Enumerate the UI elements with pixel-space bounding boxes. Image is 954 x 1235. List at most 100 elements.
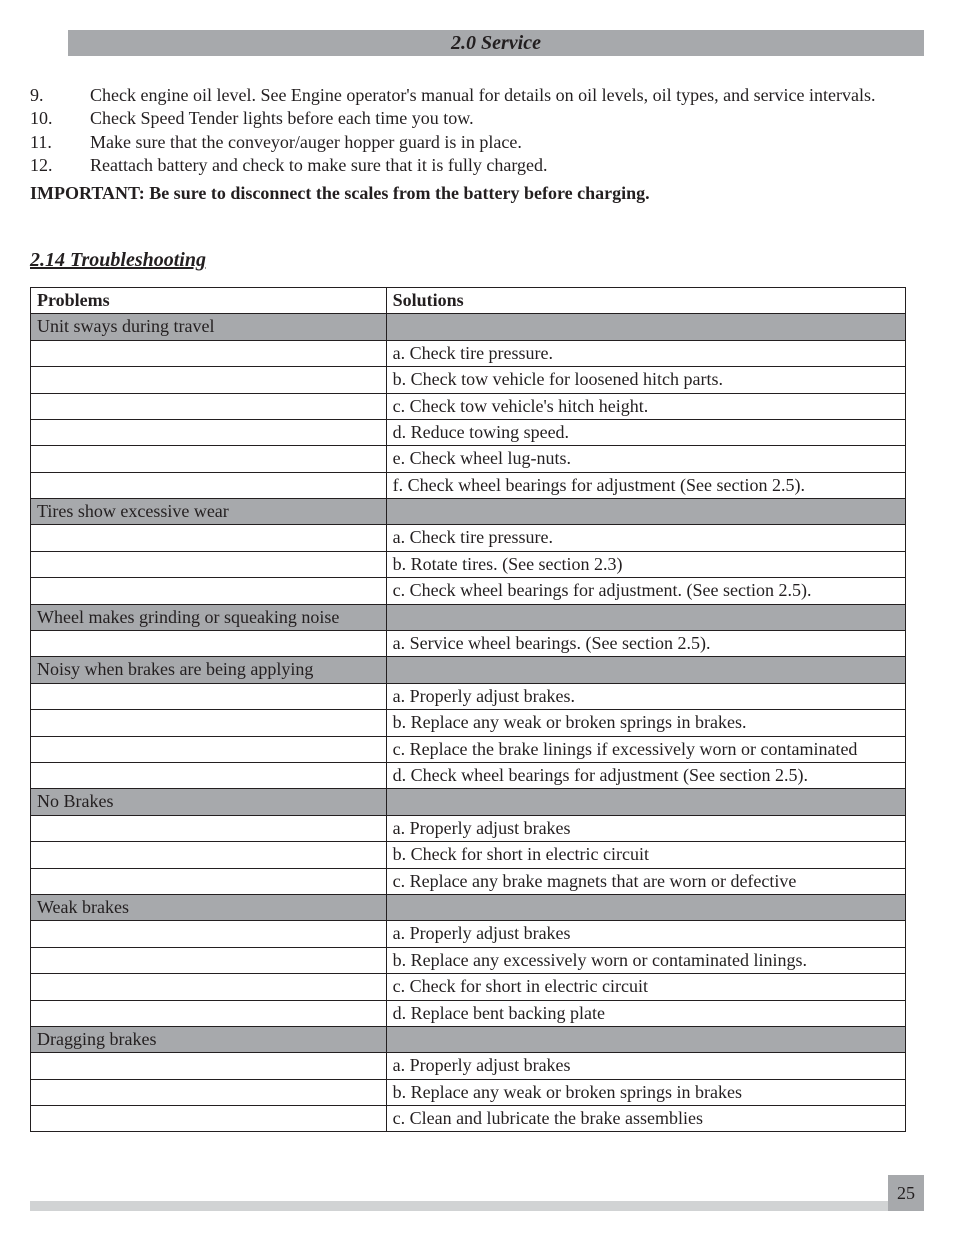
page-footer: 25 xyxy=(30,1183,924,1211)
solution-empty-cell xyxy=(31,921,387,947)
section-heading: 2.14 Troubleshooting xyxy=(30,247,924,273)
solution-cell: a. Service wheel bearings. (See section … xyxy=(386,631,905,657)
solution-cell: a. Properly adjust brakes xyxy=(386,1053,905,1079)
troubleshooting-table: Problems Solutions Unit sways during tra… xyxy=(30,287,906,1133)
problem-cell: Wheel makes grinding or squeaking noise xyxy=(31,604,387,630)
solution-cell: c. Replace the brake linings if excessiv… xyxy=(386,736,905,762)
page-number-box: 25 xyxy=(888,1175,924,1211)
table-header-problems: Problems xyxy=(31,287,387,313)
solution-cell: b. Rotate tires. (See section 2.3) xyxy=(386,551,905,577)
solution-cell: c. Check for short in electric circuit xyxy=(386,974,905,1000)
solution-cell: a. Properly adjust brakes xyxy=(386,921,905,947)
solution-cell: a. Properly adjust brakes xyxy=(386,815,905,841)
solution-empty-cell xyxy=(31,446,387,472)
problem-empty-cell xyxy=(386,604,905,630)
solution-row: d. Replace bent backing plate xyxy=(31,1000,906,1026)
solution-empty-cell xyxy=(31,815,387,841)
solution-row: a. Service wheel bearings. (See section … xyxy=(31,631,906,657)
list-item: 10. Check Speed Tender lights before eac… xyxy=(30,107,924,130)
list-item: 9. Check engine oil level. See Engine op… xyxy=(30,84,924,107)
solution-cell: d. Reduce towing speed. xyxy=(386,419,905,445)
solution-cell: c. Check tow vehicle's hitch height. xyxy=(386,393,905,419)
list-item-text: Make sure that the conveyor/auger hopper… xyxy=(90,131,924,154)
solution-cell: b. Check tow vehicle for loosened hitch … xyxy=(386,367,905,393)
solution-row: a. Properly adjust brakes. xyxy=(31,683,906,709)
problem-row: Noisy when brakes are being applying xyxy=(31,657,906,683)
numbered-list: 9. Check engine oil level. See Engine op… xyxy=(30,84,924,178)
list-item: 12. Reattach battery and check to make s… xyxy=(30,154,924,177)
solution-cell: a. Check tire pressure. xyxy=(386,525,905,551)
list-item-text: Check engine oil level. See Engine opera… xyxy=(90,84,924,107)
solution-row: b. Check for short in electric circuit xyxy=(31,842,906,868)
solution-row: c. Check wheel bearings for adjustment. … xyxy=(31,578,906,604)
problem-row: Weak brakes xyxy=(31,894,906,920)
solution-cell: b. Check for short in electric circuit xyxy=(386,842,905,868)
solution-row: a. Properly adjust brakes xyxy=(31,815,906,841)
solution-row: a. Check tire pressure. xyxy=(31,340,906,366)
solution-empty-cell xyxy=(31,762,387,788)
solution-row: d. Check wheel bearings for adjustment (… xyxy=(31,762,906,788)
solution-empty-cell xyxy=(31,1000,387,1026)
solution-row: f. Check wheel bearings for adjustment (… xyxy=(31,472,906,498)
solution-row: c. Clean and lubricate the brake assembl… xyxy=(31,1106,906,1132)
solution-row: c. Check tow vehicle's hitch height. xyxy=(31,393,906,419)
problem-cell: Noisy when brakes are being applying xyxy=(31,657,387,683)
solution-cell: b. Replace any excessively worn or conta… xyxy=(386,947,905,973)
page-number: 25 xyxy=(897,1183,915,1204)
solution-row: c. Check for short in electric circuit xyxy=(31,974,906,1000)
solution-empty-cell xyxy=(31,631,387,657)
list-item-number: 12. xyxy=(30,154,90,177)
solution-empty-cell xyxy=(31,868,387,894)
solution-cell: d. Replace bent backing plate xyxy=(386,1000,905,1026)
content-area: 9. Check engine oil level. See Engine op… xyxy=(30,84,924,1132)
solution-empty-cell xyxy=(31,525,387,551)
solution-empty-cell xyxy=(31,419,387,445)
problem-cell: Weak brakes xyxy=(31,894,387,920)
solution-row: a. Properly adjust brakes xyxy=(31,921,906,947)
solution-cell: a. Check tire pressure. xyxy=(386,340,905,366)
important-note: IMPORTANT: Be sure to disconnect the sca… xyxy=(30,182,924,205)
solution-cell: e. Check wheel lug-nuts. xyxy=(386,446,905,472)
problem-empty-cell xyxy=(386,314,905,340)
solution-empty-cell xyxy=(31,1079,387,1105)
section-header-bar: 2.0 Service xyxy=(68,30,924,56)
solution-empty-cell xyxy=(31,947,387,973)
solution-empty-cell xyxy=(31,736,387,762)
solution-cell: d. Check wheel bearings for adjustment (… xyxy=(386,762,905,788)
solution-empty-cell xyxy=(31,578,387,604)
solution-empty-cell xyxy=(31,683,387,709)
solution-row: b. Replace any weak or broken springs in… xyxy=(31,1079,906,1105)
solution-empty-cell xyxy=(31,340,387,366)
solution-row: c. Replace the brake linings if excessiv… xyxy=(31,736,906,762)
solution-row: b. Rotate tires. (See section 2.3) xyxy=(31,551,906,577)
solution-cell: b. Replace any weak or broken springs in… xyxy=(386,710,905,736)
solution-cell: f. Check wheel bearings for adjustment (… xyxy=(386,472,905,498)
problem-cell: No Brakes xyxy=(31,789,387,815)
problem-cell: Unit sways during travel xyxy=(31,314,387,340)
list-item-text: Check Speed Tender lights before each ti… xyxy=(90,107,924,130)
problem-cell: Tires show excessive wear xyxy=(31,499,387,525)
problem-row: Wheel makes grinding or squeaking noise xyxy=(31,604,906,630)
list-item-number: 11. xyxy=(30,131,90,154)
solution-cell: c. Check wheel bearings for adjustment. … xyxy=(386,578,905,604)
problem-empty-cell xyxy=(386,789,905,815)
solution-cell: c. Replace any brake magnets that are wo… xyxy=(386,868,905,894)
problem-row: Unit sways during travel xyxy=(31,314,906,340)
table-header-solutions: Solutions xyxy=(386,287,905,313)
problem-empty-cell xyxy=(386,657,905,683)
problem-cell: Dragging brakes xyxy=(31,1026,387,1052)
solution-empty-cell xyxy=(31,367,387,393)
problem-empty-cell xyxy=(386,499,905,525)
solution-row: b. Check tow vehicle for loosened hitch … xyxy=(31,367,906,393)
solution-empty-cell xyxy=(31,393,387,419)
list-item-number: 9. xyxy=(30,84,90,107)
solution-empty-cell xyxy=(31,551,387,577)
solution-row: e. Check wheel lug-nuts. xyxy=(31,446,906,472)
solution-row: b. Replace any weak or broken springs in… xyxy=(31,710,906,736)
solution-empty-cell xyxy=(31,1106,387,1132)
footer-rule xyxy=(30,1201,888,1211)
section-header-title: 2.0 Service xyxy=(451,32,541,55)
solution-row: c. Replace any brake magnets that are wo… xyxy=(31,868,906,894)
table-header-row: Problems Solutions xyxy=(31,287,906,313)
problem-empty-cell xyxy=(386,894,905,920)
